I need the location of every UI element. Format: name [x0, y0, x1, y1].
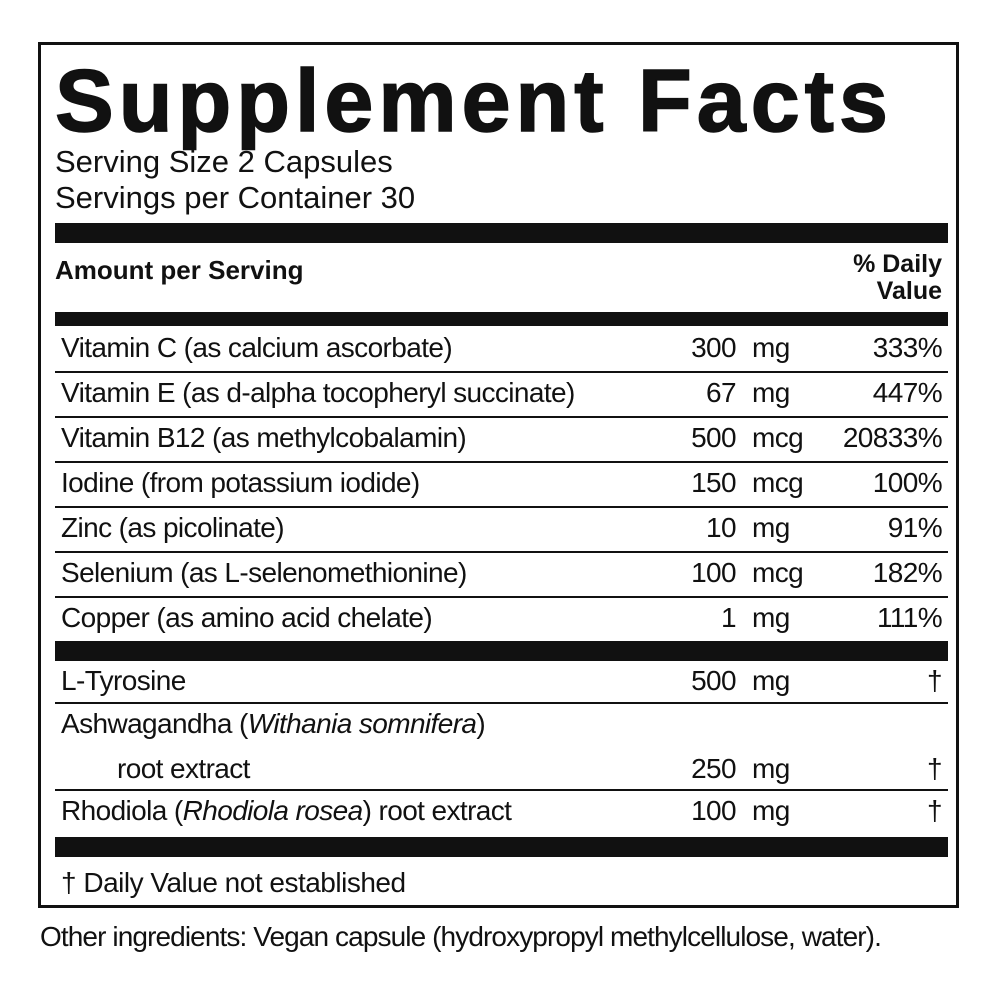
other-ingredients: Other ingredients: Vegan capsule (hydrox… — [40, 921, 882, 952]
medium-divider — [55, 312, 948, 326]
nutrient-dv: 100% — [872, 467, 943, 498]
ingredient-amount: 500 — [691, 665, 737, 696]
nutrient-amount: 1 — [721, 602, 737, 633]
nutrient-row: Iodine (from potassium iodide) 150 mcg 100% — [55, 463, 948, 508]
supplement-facts-panel: Supplement Facts Serving Size 2 Capsules… — [38, 42, 959, 908]
ingredient-dv: † — [927, 795, 943, 826]
nutrient-name: Vitamin E (as d-alpha tocopheryl succina… — [61, 377, 575, 408]
nutrient-name: Vitamin C (as calcium ascorbate) — [61, 332, 453, 363]
ingredient-unit: mg — [752, 665, 790, 696]
nutrient-row: Vitamin B12 (as methylcobalamin) 500 mcg 20… — [55, 418, 948, 463]
ingredient-amount: 100 — [691, 795, 737, 826]
nutrient-row: Selenium (as L-selenomethionine) 100 mcg 18… — [55, 553, 948, 598]
footnote: † Daily Value not established — [61, 867, 406, 898]
ingredient-unit: mg — [752, 795, 790, 826]
nutrient-row: Vitamin C (as calcium ascorbate) 300 mg 333… — [55, 328, 948, 373]
nutrient-unit: mg — [752, 512, 790, 543]
nutrient-dv: 111% — [876, 602, 943, 633]
nutrient-row: Vitamin E (as d-alpha tocopheryl succina… — [55, 373, 948, 418]
nutrient-amount: 100 — [691, 557, 737, 588]
nutrient-name: Iodine (from potassium iodide) — [61, 467, 420, 498]
nutrient-unit: mcg — [752, 467, 804, 498]
ingredient-name: Ashwagandha (Withania somnifera) — [61, 708, 486, 739]
ingredient-row: L-Tyrosine 500 mg † — [55, 661, 948, 704]
nutrient-amount: 10 — [706, 512, 737, 543]
ingredient-row: Rhodiola (Rhodiola rosea) root extract 1… — [55, 791, 948, 837]
ingredient-name: L-Tyrosine — [61, 665, 186, 696]
ingredient-row: Ashwagandha (Withania somnifera) root ex… — [55, 704, 948, 791]
nutrient-name: Selenium (as L-selenomethionine) — [61, 557, 467, 588]
nutrient-unit: mg — [752, 332, 790, 363]
nutrient-amount: 150 — [691, 467, 737, 498]
thick-divider — [55, 223, 948, 243]
thick-divider — [55, 837, 948, 857]
nutrient-unit: mcg — [752, 557, 804, 588]
nutrient-dv: 91% — [887, 512, 943, 543]
nutrient-unit: mg — [752, 602, 790, 633]
dv-header-line1: % Daily — [853, 250, 942, 278]
nutrient-name: Copper (as amino acid chelate) — [61, 602, 433, 633]
nutrient-dv: 182% — [872, 557, 943, 588]
ingredient-name-line2: root extract — [117, 753, 250, 784]
amount-per-serving-header: Amount per Serving — [55, 255, 304, 285]
servings-per-container: Servings per Container 30 — [55, 180, 416, 215]
nutrient-name: Zinc (as picolinate) — [61, 512, 285, 543]
nutrient-row: Copper (as amino acid chelate) 1 mg 111% — [55, 598, 948, 641]
nutrient-amount: 67 — [706, 377, 737, 408]
thick-divider — [55, 641, 948, 661]
ingredient-dv: † — [927, 665, 943, 696]
nutrient-unit: mg — [752, 377, 790, 408]
panel-title: Supplement Facts — [54, 51, 893, 150]
nutrient-dv: 333% — [872, 332, 943, 363]
nutrient-dv: 447% — [872, 377, 943, 408]
nutrient-amount: 500 — [691, 422, 737, 453]
serving-size: Serving Size 2 Capsules — [55, 144, 393, 179]
nutrient-amount: 300 — [691, 332, 737, 363]
ingredient-unit: mg — [752, 753, 790, 784]
ingredient-dv: † — [927, 753, 943, 784]
nutrient-row: Zinc (as picolinate) 10 mg 91% — [55, 508, 948, 553]
nutrient-unit: mcg — [752, 422, 804, 453]
dv-header-line2: Value — [876, 277, 942, 305]
nutrient-name: Vitamin B12 (as methylcobalamin) — [61, 422, 467, 453]
ingredient-name: Rhodiola (Rhodiola rosea) root extract — [61, 795, 512, 826]
daily-value-header: % Daily Value — [853, 251, 942, 305]
ingredient-amount: 250 — [691, 753, 737, 784]
nutrient-dv: 20833% — [842, 422, 943, 453]
